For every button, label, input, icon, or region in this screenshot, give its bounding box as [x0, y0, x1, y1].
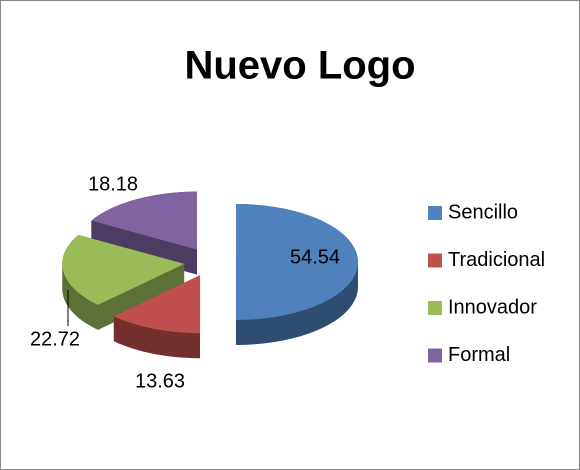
- data-label: 54.54: [290, 246, 340, 268]
- chart-title: Nuevo Logo: [184, 44, 415, 88]
- legend-swatch: [428, 301, 442, 315]
- slice: [91, 191, 197, 250]
- legend-swatch: [428, 206, 442, 220]
- legend-label: Sencillo: [448, 201, 518, 223]
- data-label: 18.18: [88, 173, 138, 195]
- legend-label: Innovador: [448, 296, 537, 318]
- legend-label: Tradicional: [448, 249, 545, 271]
- data-label: 13.63: [135, 370, 185, 392]
- legend-swatch: [428, 253, 442, 268]
- legend-label: Formal: [448, 344, 510, 366]
- slice: [113, 275, 201, 334]
- data-label: 22.72: [30, 328, 80, 350]
- legend-swatch: [428, 348, 442, 363]
- slice: [235, 204, 358, 321]
- slice: [62, 234, 185, 305]
